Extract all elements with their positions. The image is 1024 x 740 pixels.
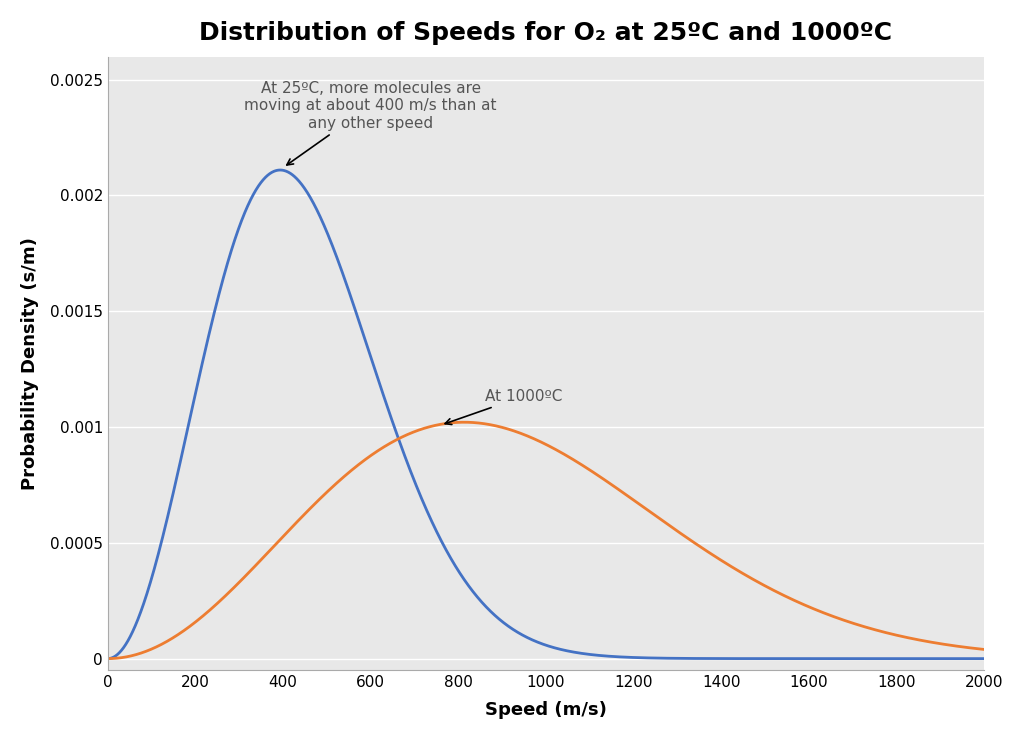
Text: At 25ºC, more molecules are
moving at about 400 m/s than at
any other speed: At 25ºC, more molecules are moving at ab…: [245, 81, 497, 165]
Title: Distribution of Speeds for O₂ at 25ºC and 1000ºC: Distribution of Speeds for O₂ at 25ºC an…: [200, 21, 893, 45]
Text: At 1000ºC: At 1000ºC: [445, 389, 562, 425]
Y-axis label: Probability Density (s/m): Probability Density (s/m): [20, 237, 39, 490]
X-axis label: Speed (m/s): Speed (m/s): [485, 702, 607, 719]
